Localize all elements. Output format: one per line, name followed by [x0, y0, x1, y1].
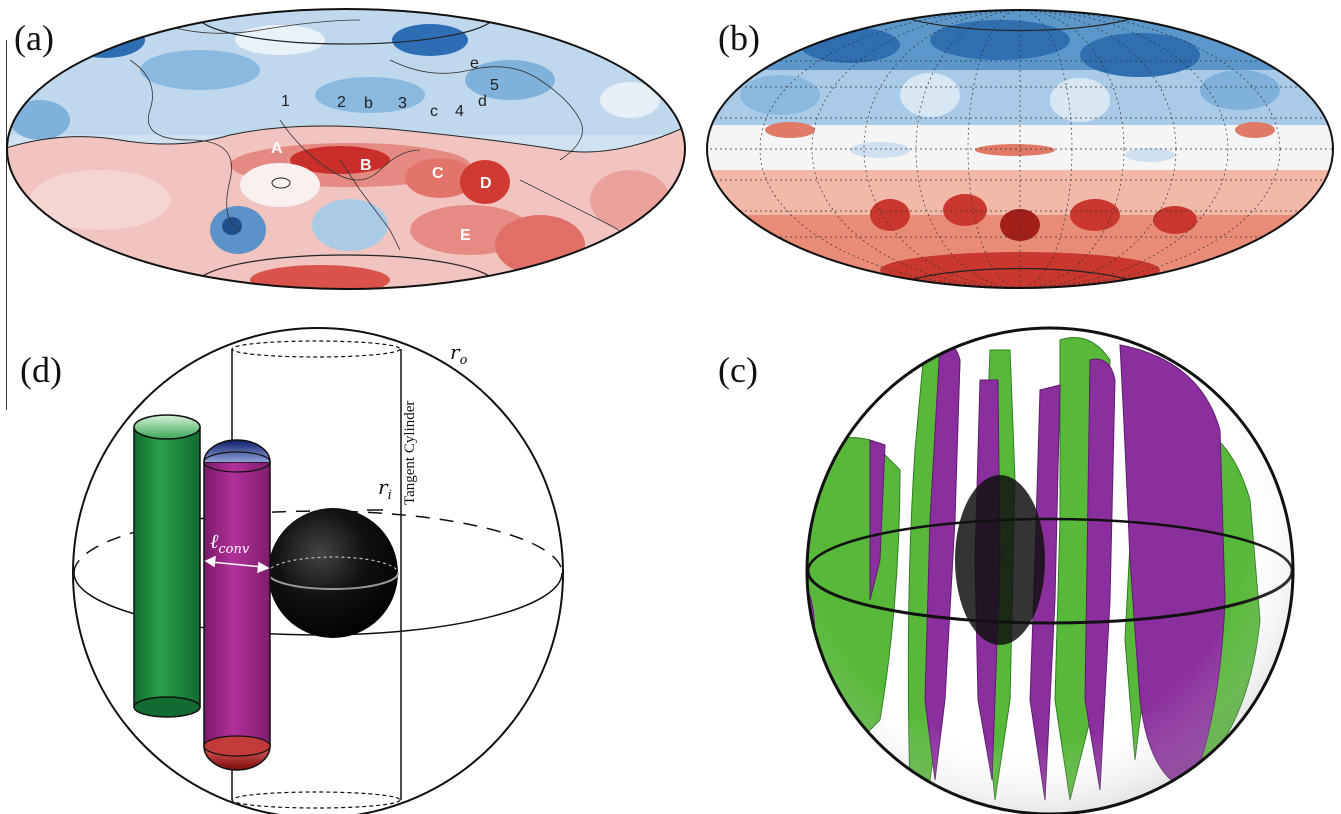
panel-a-positive-anomalies — [7, 120, 685, 289]
panel-label-b: (b) — [718, 18, 760, 58]
panel-b-mollweide-map — [706, 9, 1334, 289]
outer-equator-back — [73, 510, 563, 574]
marker-B: B — [360, 157, 372, 174]
marker-4: 4 — [455, 103, 464, 120]
marker-3: 3 — [398, 95, 407, 112]
panel-d-schematic — [72, 327, 564, 814]
marker-C: C — [432, 165, 444, 182]
panel-a-mollweide-map — [6, 8, 686, 290]
render-outer-sphere — [805, 326, 1295, 814]
tangent-cylinder-label: Tangent Cylinder — [402, 401, 418, 505]
panel-b-graticule — [707, 10, 1333, 288]
marker-E: E — [460, 227, 471, 244]
marker-d: d — [478, 93, 487, 110]
inner-radius-label: ri — [378, 475, 392, 503]
marker-D: D — [480, 175, 492, 192]
marker-c: c — [430, 103, 438, 120]
inner-core-sphere — [267, 508, 399, 638]
green-convection-column — [133, 414, 201, 718]
marker-e: e — [470, 55, 479, 72]
marker-2: 2 — [337, 94, 346, 111]
left-margin-rule — [6, 40, 7, 410]
marker-1: 1 — [281, 93, 290, 110]
panel-c-convection-render — [805, 326, 1295, 814]
outer-radius-label: ro — [450, 340, 468, 368]
conv-length-label: ℓconv — [210, 529, 250, 557]
marker-A: A — [271, 140, 283, 157]
purple-convection-column — [203, 439, 271, 771]
conv-length-arrow — [204, 555, 270, 574]
marker-b: b — [364, 95, 373, 112]
panel-label-c: (c) — [718, 350, 758, 390]
marker-5: 5 — [490, 77, 499, 94]
panel-label-d: (d) — [20, 350, 62, 390]
panel-label-a: (a) — [14, 18, 54, 58]
